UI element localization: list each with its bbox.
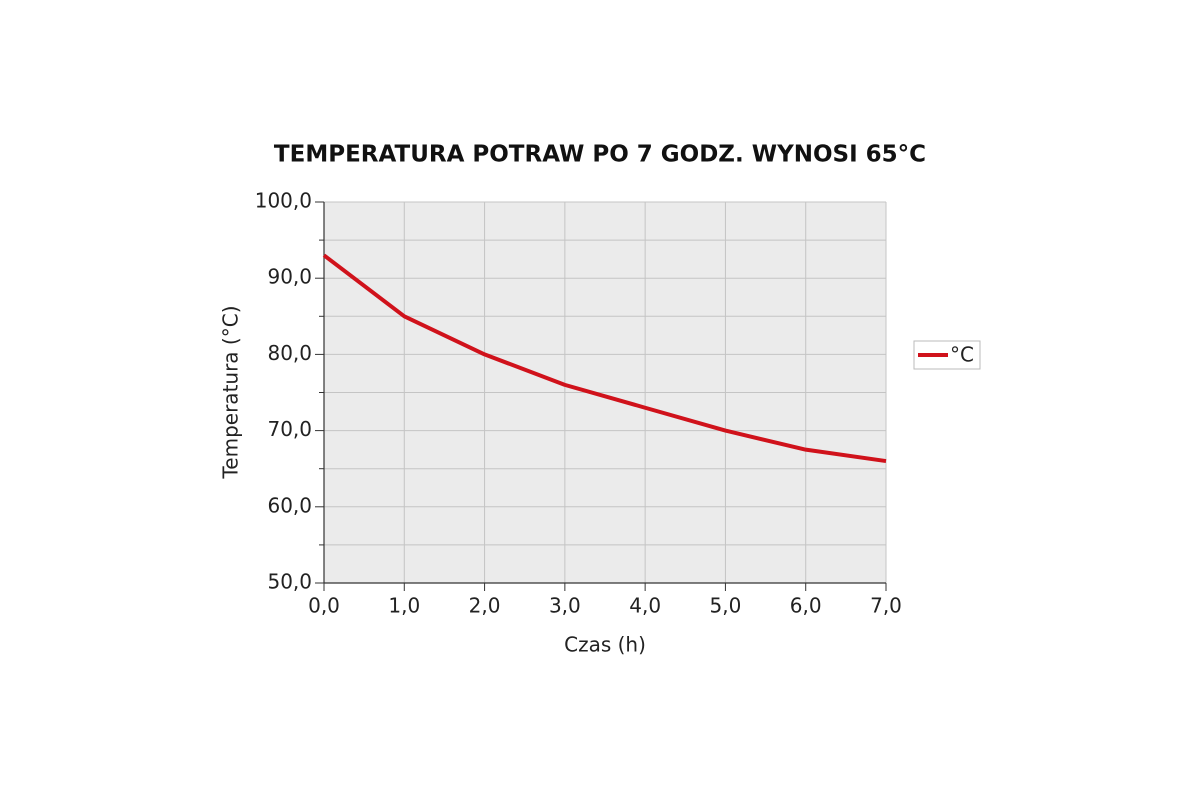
y-tick-label: 100,0: [255, 189, 312, 213]
x-axis-label: Czas (h): [564, 633, 646, 657]
legend-label: °C: [950, 343, 974, 367]
data-line: [322, 253, 887, 464]
x-tick-label: 4,0: [629, 594, 661, 618]
x-tick-label: 2,0: [469, 594, 501, 618]
x-tick-label: 7,0: [870, 594, 902, 618]
y-tick-label: 80,0: [267, 341, 312, 365]
y-tick-label: 70,0: [267, 417, 312, 441]
x-tick-label: 6,0: [790, 594, 822, 618]
x-tick-label: 5,0: [710, 594, 742, 618]
y-tick-label: 60,0: [267, 493, 312, 517]
x-tick-label: 3,0: [549, 594, 581, 618]
y-tick-label: 90,0: [267, 265, 312, 289]
chart-title: TEMPERATURA POTRAW PO 7 GODZ. WYNOSI 65°…: [274, 142, 926, 168]
y-axis-label: Temperatura (°C): [219, 305, 243, 479]
x-tick-label: 0,0: [308, 594, 340, 618]
y-tick-label: 50,0: [267, 570, 312, 594]
x-tick-label: 1,0: [388, 594, 420, 618]
